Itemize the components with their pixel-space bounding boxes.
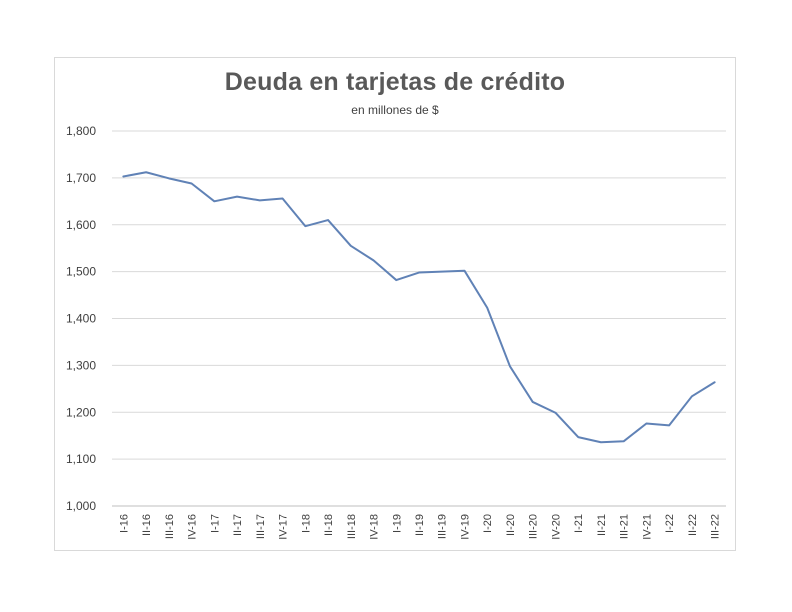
x-tick-label: I-19 [391, 514, 403, 533]
y-axis-tick-labels: 1,000 1,100 1,200 1,300 1,400 1,500 1,600 1,700… [66, 124, 96, 513]
x-tick-label: III-17 [255, 514, 267, 539]
x-tick-label: IV-21 [641, 514, 653, 540]
y-tick-label: 1,600 [66, 218, 96, 232]
x-tick-label: III-22 [710, 514, 722, 539]
x-tick-label: I-17 [209, 514, 221, 533]
x-tick-label: III-19 [437, 514, 449, 539]
x-tick-label: III-16 [164, 514, 176, 539]
series-layer [122, 171, 716, 444]
x-tick-label: I-22 [664, 514, 676, 533]
x-tick-label: IV-18 [369, 514, 381, 540]
x-tick-label: I-18 [300, 514, 312, 533]
y-tick-label: 1,100 [66, 452, 96, 466]
y-tick-label: 1,200 [66, 405, 96, 419]
x-axis-tick-labels: I-16 II-16 III-16 IV-16 I-17 II-17 III-17 IV-17… [118, 514, 721, 540]
y-tick-label: 1,800 [66, 124, 96, 138]
x-tick-label: II-22 [687, 514, 699, 536]
gridlines [112, 130, 726, 507]
y-tick-label: 1,700 [66, 171, 96, 185]
x-tick-label: I-21 [573, 514, 585, 533]
x-tick-label: II-17 [232, 514, 244, 536]
y-tick-label: 1,000 [66, 499, 96, 513]
x-tick-label: III-18 [346, 514, 358, 539]
x-tick-label: II-21 [596, 514, 608, 536]
x-tick-label: II-18 [323, 514, 335, 536]
x-tick-label: IV-19 [459, 514, 471, 540]
y-tick-label: 1,400 [66, 312, 96, 326]
x-tick-label: II-16 [141, 514, 153, 536]
x-tick-label: III-21 [619, 514, 631, 539]
y-tick-label: 1,300 [66, 358, 96, 372]
x-tick-label: IV-16 [187, 514, 199, 540]
chart-frame [54, 57, 736, 551]
x-tick-label: I-16 [118, 514, 130, 533]
x-tick-label: II-20 [505, 514, 517, 536]
x-tick-label: III-20 [528, 514, 540, 539]
x-tick-label: II-19 [414, 514, 426, 536]
chart-title: Deuda en tarjetas de crédito [224, 68, 566, 96]
y-tick-label: 1,500 [66, 265, 96, 279]
series-line [122, 171, 716, 444]
x-tick-label: I-20 [482, 514, 494, 533]
chart-subtitle: en millones de $ [351, 103, 439, 117]
x-tick-label: IV-17 [278, 514, 290, 540]
x-tick-label: IV-20 [550, 514, 562, 540]
